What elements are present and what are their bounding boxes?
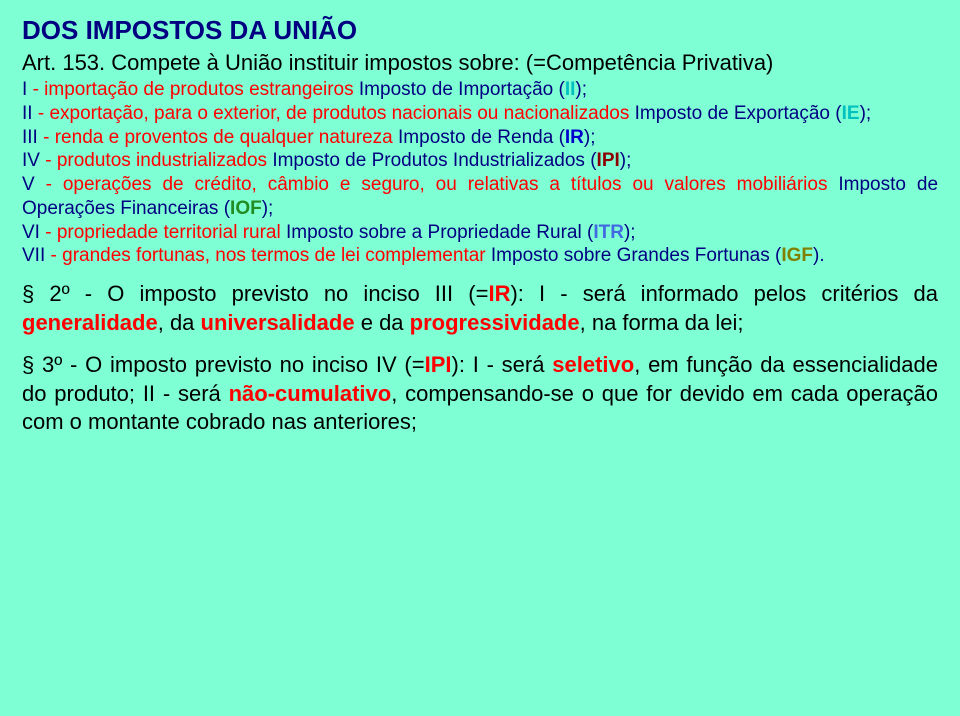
article-heading-and-body: Art. 153. Compete à União instituir impo… — [22, 49, 938, 77]
item-ii-red: - exportação, para o exterior, de produt… — [38, 103, 635, 124]
p3-b: ): I - será — [452, 352, 553, 377]
item-ii-post: Imposto de Exportação ( — [635, 103, 842, 124]
p2-universalidade: universalidade — [201, 310, 355, 335]
p2-ir: IR — [488, 281, 510, 306]
item-iii-pre: III — [22, 127, 43, 148]
item-vi-post: Imposto sobre a Propriedade Rural ( — [286, 222, 593, 243]
code-ii: II — [565, 79, 576, 100]
p2-a: § 2º - O imposto previsto no inciso III … — [22, 281, 488, 306]
item-iv-post: Imposto de Produtos Industrializados ( — [272, 150, 596, 171]
p3-a: § 3º - O imposto previsto no inciso IV (… — [22, 352, 425, 377]
p3-ipi: IPI — [425, 352, 452, 377]
p3-nao-cumulativo: não-cumulativo — [229, 381, 392, 406]
item-ii-close: ); — [860, 103, 872, 124]
item-v-red: - operações de crédito, câmbio e seguro,… — [46, 174, 839, 195]
item-v-pre: V — [22, 174, 46, 195]
p2-b: ): I - será informado pelos critérios da — [510, 281, 938, 306]
item-iv-pre: IV — [22, 150, 45, 171]
paragraph-3: § 3º - O imposto previsto no inciso IV (… — [22, 351, 938, 437]
item-ii-pre: II — [22, 103, 38, 124]
code-iof: IOF — [230, 198, 262, 219]
items-list: I - importação de produtos estrangeiros … — [22, 78, 938, 268]
item-vi-red: - propriedade territorial rural — [45, 222, 286, 243]
item-iii-red: - renda e proventos de qualquer natureza — [43, 127, 398, 148]
p2-generalidade: generalidade — [22, 310, 158, 335]
code-ipi: IPI — [597, 150, 620, 171]
item-i-red: - importação de produtos estrangeiros — [33, 79, 359, 100]
item-v-close: ); — [262, 198, 274, 219]
item-vii-post: Imposto sobre Grandes Fortunas ( — [491, 245, 781, 266]
item-vii-red: - grandes fortunas, nos termos de lei co… — [51, 245, 491, 266]
p2-e: , na forma da lei; — [580, 310, 744, 335]
item-iii-close: ); — [584, 127, 596, 148]
item-vii-close: ). — [813, 245, 825, 266]
p3-seletivo: seletivo — [552, 352, 634, 377]
art-line: Art. 153. Compete à União instituir impo… — [22, 50, 773, 75]
p2-progressividade: progressividade — [410, 310, 580, 335]
code-igf: IGF — [781, 245, 813, 266]
item-vi-pre: VI — [22, 222, 45, 243]
item-i-post: Imposto de Importação ( — [359, 79, 565, 100]
paragraph-2: § 2º - O imposto previsto no inciso III … — [22, 280, 938, 337]
code-itr: ITR — [593, 222, 624, 243]
item-i-pre: I — [22, 79, 33, 100]
code-ir: IR — [565, 127, 584, 148]
item-i-close: ); — [575, 79, 587, 100]
item-iv-close: ); — [620, 150, 632, 171]
section-title: DOS IMPOSTOS DA UNIÃO — [22, 14, 938, 47]
item-vii-pre: VII — [22, 245, 51, 266]
p2-d: e da — [355, 310, 410, 335]
item-iv-red: - produtos industrializados — [45, 150, 272, 171]
code-ie: IE — [842, 103, 860, 124]
p2-c: , da — [158, 310, 201, 335]
item-vi-close: ); — [624, 222, 636, 243]
item-iii-post: Imposto de Renda ( — [398, 127, 565, 148]
